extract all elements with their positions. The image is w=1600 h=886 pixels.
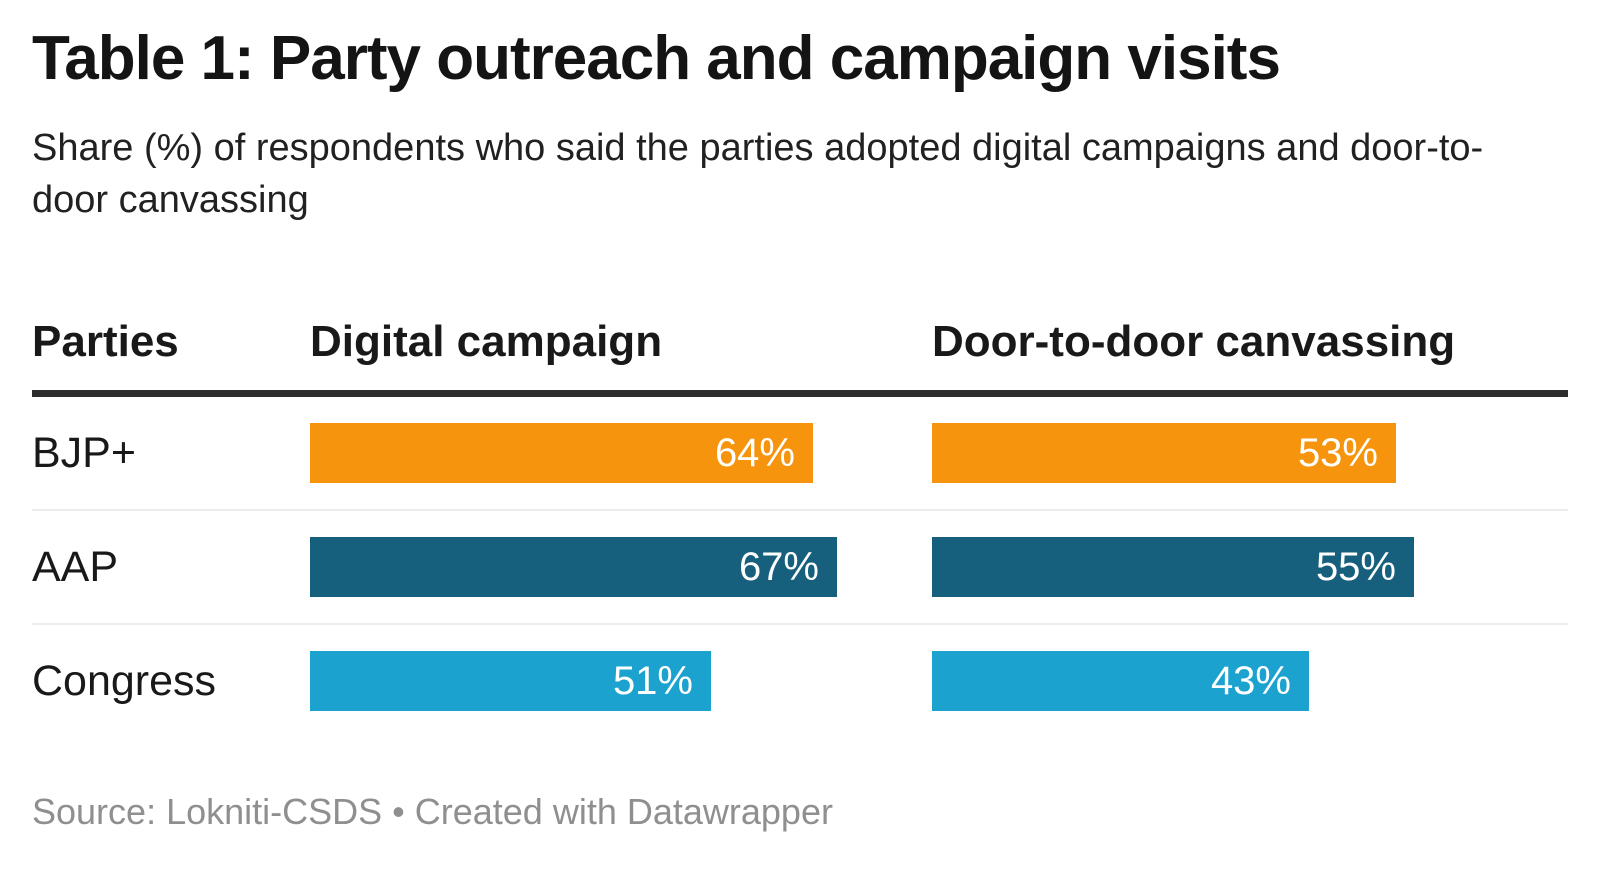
bar-door: 55% [932,537,1414,598]
bar-table: Parties Digital campaign Door-to-door ca… [32,320,1568,737]
bar-cell-digital: 51% [310,651,932,712]
table-header-row: Parties Digital campaign Door-to-door ca… [32,317,1568,398]
bar-cell-door: 43% [932,651,1568,712]
bar-cell-door: 53% [932,423,1568,484]
bar-door: 43% [932,651,1309,712]
bar-value-door: 55% [1315,544,1396,589]
table-row: Congress 51% 43% [32,625,1568,737]
col-header-door-to-door: Door-to-door canvassing [932,317,1456,367]
chart-title: Table 1: Party outreach and campaign vis… [32,24,1281,93]
bar-value-digital: 64% [714,430,795,475]
bar-value-digital: 67% [738,544,819,589]
col-header-digital-campaign: Digital campaign [310,317,663,367]
chart-subtitle: Share (%) of respondents who said the pa… [32,126,1484,221]
bar-cell-digital: 67% [310,537,932,598]
bar-value-door: 53% [1297,430,1378,475]
table-row: BJP+ 64% 53% [32,397,1568,512]
bar-digital: 67% [310,537,837,598]
bar-digital: 64% [310,423,813,484]
party-label: AAP [32,542,119,591]
bar-value-door: 43% [1210,658,1291,703]
chart-container: Table 1: Party outreach and campaign vis… [32,24,1568,833]
party-label: BJP+ [32,428,136,477]
party-label: Congress [32,656,217,705]
bar-cell-door: 55% [932,537,1568,598]
bar-digital: 51% [310,651,711,712]
source-line: Source: Lokniti-CSDS • Created with Data… [32,791,833,833]
col-header-parties: Parties [32,317,179,367]
table-row: AAP 67% 55% [32,511,1568,626]
bar-cell-digital: 64% [310,423,932,484]
bar-door: 53% [932,423,1396,484]
table-body: BJP+ 64% 53% AAP 67% 55% Congress 51% 43% [32,397,1568,737]
bar-value-digital: 51% [612,658,693,703]
